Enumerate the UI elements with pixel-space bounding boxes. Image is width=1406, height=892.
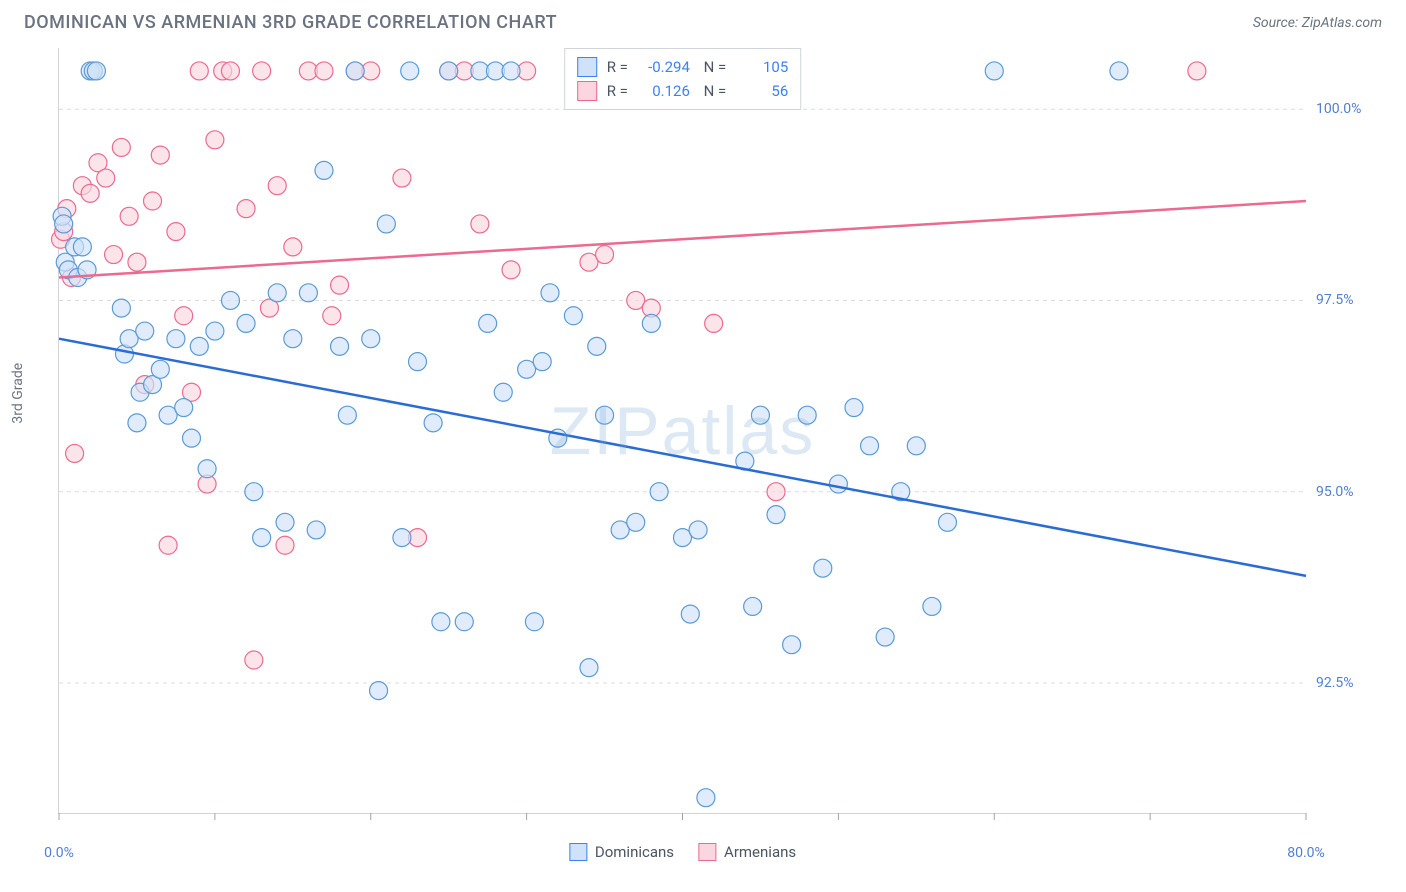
dominicans-r-value: -0.294 — [638, 55, 690, 79]
x-axis-min-label: 0.0% — [44, 845, 74, 861]
correlation-row-dominicans: R = -0.294 N = 105 — [577, 55, 789, 79]
scatter-plot: ZIPatlas R = -0.294 N = 105 R = 0.126 N … — [58, 48, 1306, 814]
chart-header: DOMINICAN VS ARMENIAN 3RD GRADE CORRELAT… — [0, 0, 1406, 37]
x-axis-max-label: 80.0% — [1287, 845, 1325, 861]
legend-label-dominicans: Dominicans — [595, 843, 674, 861]
dominicans-swatch-icon — [569, 843, 587, 861]
armenians-swatch-icon — [698, 843, 716, 861]
chart-source: Source: ZipAtlas.com — [1253, 15, 1382, 31]
y-tick-label: 95.0% — [1316, 484, 1376, 500]
armenians-swatch-icon — [577, 81, 597, 101]
legend-label-armenians: Armenians — [724, 843, 796, 861]
chart-title: DOMINICAN VS ARMENIAN 3RD GRADE CORRELAT… — [24, 12, 557, 33]
plot-svg — [59, 48, 1306, 813]
correlation-row-armenians: R = 0.126 N = 56 — [577, 79, 789, 103]
y-axis-label: 3rd Grade — [10, 363, 26, 424]
chart-area: 3rd Grade ZIPatlas R = -0.294 N = 105 R … — [48, 48, 1386, 844]
armenians-n-value: 56 — [736, 79, 788, 103]
dominicans-swatch-icon — [577, 57, 597, 77]
legend-item-armenians: Armenians — [698, 843, 796, 861]
armenians-r-value: 0.126 — [638, 79, 690, 103]
legend-item-dominicans: Dominicans — [569, 843, 674, 861]
dominicans-n-value: 105 — [736, 55, 788, 79]
correlation-legend: R = -0.294 N = 105 R = 0.126 N = 56 — [564, 48, 802, 110]
series-legend: Dominicans Armenians — [569, 843, 796, 861]
y-tick-label: 92.5% — [1316, 675, 1376, 691]
y-tick-label: 97.5% — [1316, 292, 1376, 308]
y-tick-label: 100.0% — [1316, 101, 1376, 117]
